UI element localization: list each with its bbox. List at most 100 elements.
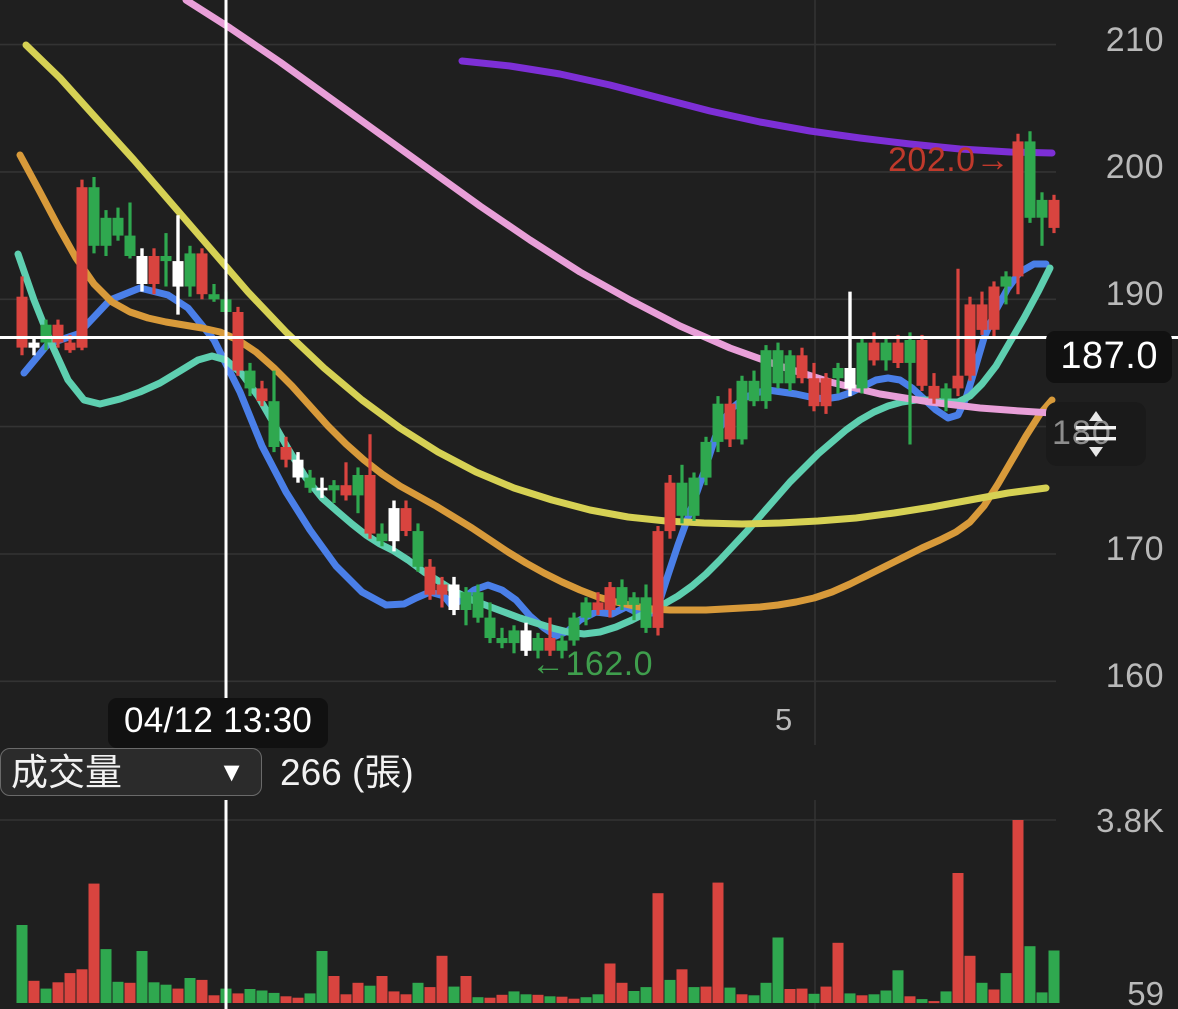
ma-line-ma-orange (16, 151, 1056, 614)
volume-bar (568, 998, 580, 1003)
volume-bar (436, 955, 448, 1003)
candle-body (388, 508, 400, 542)
volume-bar (484, 997, 496, 1003)
volume-bar (832, 942, 844, 1003)
price-axis-label: 210 (1105, 20, 1164, 59)
candle-body (568, 617, 580, 641)
volume-bar (856, 995, 868, 1003)
volume-bar (1024, 946, 1036, 1003)
volume-bar (544, 996, 556, 1003)
candle-body (724, 403, 736, 440)
volume-bar (172, 988, 184, 1003)
candle-body (904, 340, 916, 363)
candle-body (544, 638, 556, 651)
indicator-toolbar: 成交量 ▼ 266 (張) (0, 747, 414, 797)
volume-bar (52, 982, 64, 1003)
volume-bar (784, 989, 796, 1003)
candle-body (28, 342, 40, 348)
candle-body (940, 388, 952, 399)
candle-body (784, 355, 796, 384)
volume-plot[interactable] (0, 800, 1178, 1009)
candle-body (520, 630, 532, 651)
volume-bar (424, 987, 436, 1003)
candle-body (64, 342, 76, 351)
candle-body (988, 286, 1000, 330)
candle-body (40, 324, 52, 343)
crosshair-time-badge: 04/12 13:30 (108, 698, 329, 748)
candle-body (868, 342, 880, 361)
volume-bar (232, 993, 244, 1003)
volume-bar (160, 984, 172, 1003)
volume-bar (676, 969, 688, 1003)
candle-body (304, 477, 316, 488)
volume-bar (532, 994, 544, 1003)
volume-bar (844, 993, 856, 1003)
volume-bar (16, 925, 28, 1003)
volume-bar (460, 976, 472, 1003)
candle-body (160, 256, 172, 262)
volume-bar (748, 995, 760, 1003)
candle-body (604, 587, 616, 610)
candle-body (124, 235, 136, 256)
candle-body (856, 342, 868, 389)
volume-bar (292, 997, 304, 1003)
volume-bar (556, 996, 568, 1003)
volume-bar (448, 986, 460, 1003)
price-chart-panel[interactable] (0, 0, 1178, 745)
candle-body (952, 375, 964, 389)
candle-body (640, 597, 652, 628)
volume-bar (760, 982, 772, 1003)
volume-bar (580, 997, 592, 1003)
volume-bar (412, 982, 424, 1003)
ma-line-ma-blue (20, 260, 1050, 640)
volume-bar (112, 981, 124, 1003)
indicator-dropdown[interactable]: 成交量 ▼ (0, 748, 262, 796)
volume-bar (124, 982, 136, 1003)
volume-bar (76, 969, 88, 1003)
candle-body (580, 602, 592, 618)
candle-body (556, 640, 568, 651)
volume-bar (940, 991, 952, 1003)
volume-chart-panel[interactable] (0, 800, 1178, 1009)
volume-bar (244, 989, 256, 1003)
volume-bar (520, 994, 532, 1003)
candle-body (1024, 141, 1036, 218)
volume-bar (1012, 820, 1024, 1003)
candle-body (364, 475, 376, 534)
candle-body (136, 256, 148, 284)
candle-body (628, 597, 640, 605)
ma-line-ma-pink (182, 0, 1056, 417)
volume-axis-min: 59 (1127, 975, 1164, 1009)
candle-body (328, 485, 340, 491)
volume-bar (976, 982, 988, 1003)
price-plot[interactable] (0, 0, 1178, 745)
time-axis-label: 5 (775, 702, 793, 737)
candle-body (184, 253, 196, 287)
candle-body (208, 294, 220, 300)
volume-bar (256, 990, 268, 1003)
candle-body (196, 253, 208, 295)
volume-bar (928, 1001, 940, 1004)
volume-bar (868, 994, 880, 1003)
volume-axis-max: 3.8K (1096, 802, 1164, 839)
candle-body (16, 296, 28, 348)
candle-body (820, 378, 832, 407)
candle-body (736, 380, 748, 440)
volume-bar (652, 893, 664, 1003)
candle-body (1048, 199, 1060, 228)
volume-bar (736, 994, 748, 1003)
volume-bar (712, 882, 724, 1003)
volume-bar (196, 979, 208, 1003)
candle-body (796, 355, 808, 379)
volume-bar (64, 973, 76, 1003)
indicator-name: 成交量 (11, 751, 122, 793)
indicator-value: 266 (張) (280, 751, 414, 793)
candle-body (508, 630, 520, 644)
candle-body (664, 482, 676, 532)
volume-bar (328, 976, 340, 1003)
volume-bar (340, 994, 352, 1003)
high-price-annotation: 202.0→ (888, 141, 1011, 179)
candle-body (244, 370, 256, 389)
y-axis-scale-drag-handle[interactable]: 180 (1046, 402, 1146, 466)
candle-body (760, 350, 772, 402)
